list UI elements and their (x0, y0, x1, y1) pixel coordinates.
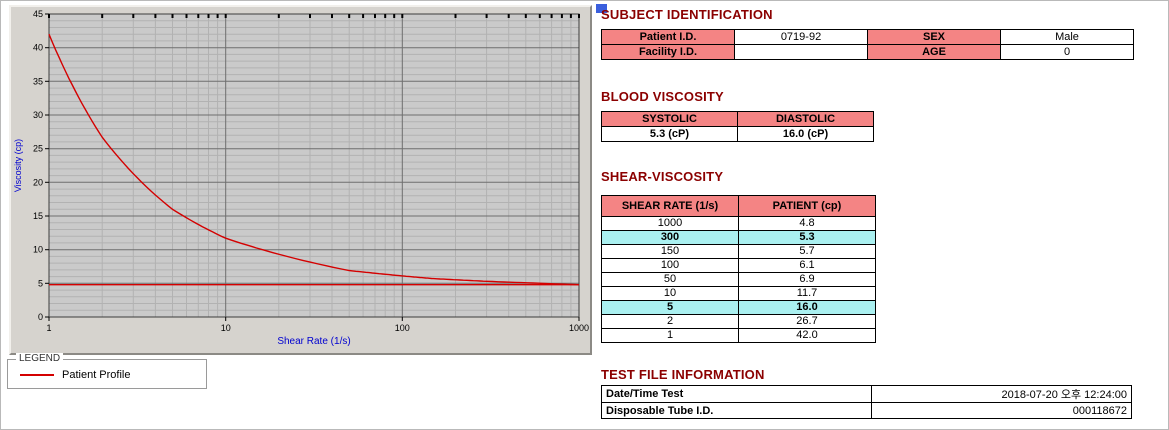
viscosity-cell: 6.9 (738, 272, 876, 287)
svg-text:40: 40 (33, 43, 43, 53)
svg-text:1000: 1000 (569, 323, 589, 333)
svg-text:Shear Rate (1/s): Shear Rate (1/s) (277, 336, 350, 347)
table-row: 300 5.3 (601, 230, 876, 245)
table-row: Disposable Tube I.D. 000118672 (601, 402, 1132, 419)
legend-box: LEGEND Patient Profile (7, 353, 207, 389)
legend-item-label: Patient Profile (62, 369, 131, 381)
disposable-tube-id-label: Disposable Tube I.D. (601, 402, 872, 419)
table-row: 100 6.1 (601, 258, 876, 273)
viscosity-chart-panel: 0 5 10 15 20 25 30 35 40 45 1 10 100 1000 Shear Rate (… (9, 5, 592, 355)
shear-rate-cell: 150 (601, 244, 739, 259)
blue-accent-box (596, 4, 607, 13)
blood-viscosity-heading: BLOOD VISCOSITY (601, 89, 724, 104)
shear-rate-cell: 300 (601, 230, 739, 245)
patient-id-label: Patient I.D. (601, 29, 735, 45)
patient-id-value: 0719-92 (734, 29, 868, 45)
viscosity-cell: 16.0 (738, 300, 876, 315)
shear-viscosity-heading: SHEAR-VISCOSITY (601, 169, 724, 184)
svg-text:45: 45 (33, 9, 43, 19)
age-label: AGE (867, 44, 1001, 60)
svg-text:15: 15 (33, 211, 43, 221)
shear-rate-cell: 50 (601, 272, 739, 287)
table-row: 1000 4.8 (601, 216, 876, 231)
table-row: 1 42.0 (601, 328, 876, 343)
table-row: Date/Time Test 2018-07-20 오후 12:24:00 (601, 385, 1132, 403)
table-row: 10 11.7 (601, 286, 876, 301)
shear-rate-cell: 2 (601, 314, 739, 329)
diastolic-value: 16.0 (cP) (737, 126, 874, 142)
date-time-test-value: 2018-07-20 오후 12:24:00 (871, 385, 1132, 403)
diastolic-header: DIASTOLIC (737, 111, 874, 127)
test-file-information-table: Date/Time Test 2018-07-20 오후 12:24:00 Di… (601, 385, 1132, 419)
shear-rate-cell: 1 (601, 328, 739, 343)
subject-identification-table: Patient I.D. 0719-92 SEX Male Facility I… (601, 29, 1134, 60)
facility-id-value (734, 44, 868, 60)
viscosity-cell: 5.7 (738, 244, 876, 259)
shear-rate-cell: 5 (601, 300, 739, 315)
svg-text:10: 10 (33, 245, 43, 255)
shear-rate-cell: 1000 (601, 216, 739, 231)
svg-text:30: 30 (33, 110, 43, 120)
systolic-value: 5.3 (cP) (601, 126, 738, 142)
svg-text:25: 25 (33, 144, 43, 154)
facility-id-label: Facility I.D. (601, 44, 735, 60)
viscosity-cell: 11.7 (738, 286, 876, 301)
svg-text:Viscosity (cp): Viscosity (cp) (13, 139, 23, 192)
svg-text:0: 0 (38, 312, 43, 322)
viscosity-cell: 6.1 (738, 258, 876, 273)
report-panel: SUBJECT IDENTIFICATION Patient I.D. 0719… (601, 1, 1166, 429)
blood-viscosity-table: SYSTOLIC DIASTOLIC 5.3 (cP) 16.0 (cP) (601, 111, 874, 142)
table-row: 50 6.9 (601, 272, 876, 287)
sex-label: SEX (867, 29, 1001, 45)
table-header-row: SHEAR RATE (1/s) PATIENT (cp) (601, 195, 876, 217)
table-row: 5.3 (cP) 16.0 (cP) (601, 126, 874, 142)
shear-rate-cell: 10 (601, 286, 739, 301)
test-file-information-heading: TEST FILE INFORMATION (601, 367, 765, 382)
viscosity-cell: 4.8 (738, 216, 876, 231)
svg-text:5: 5 (38, 278, 43, 288)
disposable-tube-id-value: 000118672 (871, 402, 1132, 419)
shear-rate-header: SHEAR RATE (1/s) (601, 195, 739, 217)
table-row: 2 26.7 (601, 314, 876, 329)
subject-identification-heading: SUBJECT IDENTIFICATION (601, 7, 773, 22)
patient-cp-header: PATIENT (cp) (738, 195, 876, 217)
viscosity-cell: 42.0 (738, 328, 876, 343)
viscosity-cell: 26.7 (738, 314, 876, 329)
legend-title: LEGEND (16, 353, 64, 364)
shear-rate-cell: 100 (601, 258, 739, 273)
systolic-header: SYSTOLIC (601, 111, 738, 127)
sex-value: Male (1000, 29, 1134, 45)
legend-item: Patient Profile (20, 369, 130, 381)
table-row: SYSTOLIC DIASTOLIC (601, 111, 874, 127)
age-value: 0 (1000, 44, 1134, 60)
table-row: Facility I.D. AGE 0 (601, 44, 1134, 60)
table-row: 150 5.7 (601, 244, 876, 259)
svg-text:100: 100 (395, 323, 410, 333)
viscosity-cell: 5.3 (738, 230, 876, 245)
date-time-test-label: Date/Time Test (601, 385, 872, 403)
legend-line-swatch (20, 374, 54, 376)
table-row: 5 16.0 (601, 300, 876, 315)
svg-text:1: 1 (46, 323, 51, 333)
viscosity-chart: 0 5 10 15 20 25 30 35 40 45 1 10 100 1000 Shear Rate (… (13, 9, 589, 347)
svg-text:10: 10 (221, 323, 231, 333)
shear-viscosity-table: SHEAR RATE (1/s) PATIENT (cp) 1000 4.8 3… (601, 195, 876, 343)
svg-text:35: 35 (33, 76, 43, 86)
table-row: Patient I.D. 0719-92 SEX Male (601, 29, 1134, 45)
svg-text:20: 20 (33, 177, 43, 187)
